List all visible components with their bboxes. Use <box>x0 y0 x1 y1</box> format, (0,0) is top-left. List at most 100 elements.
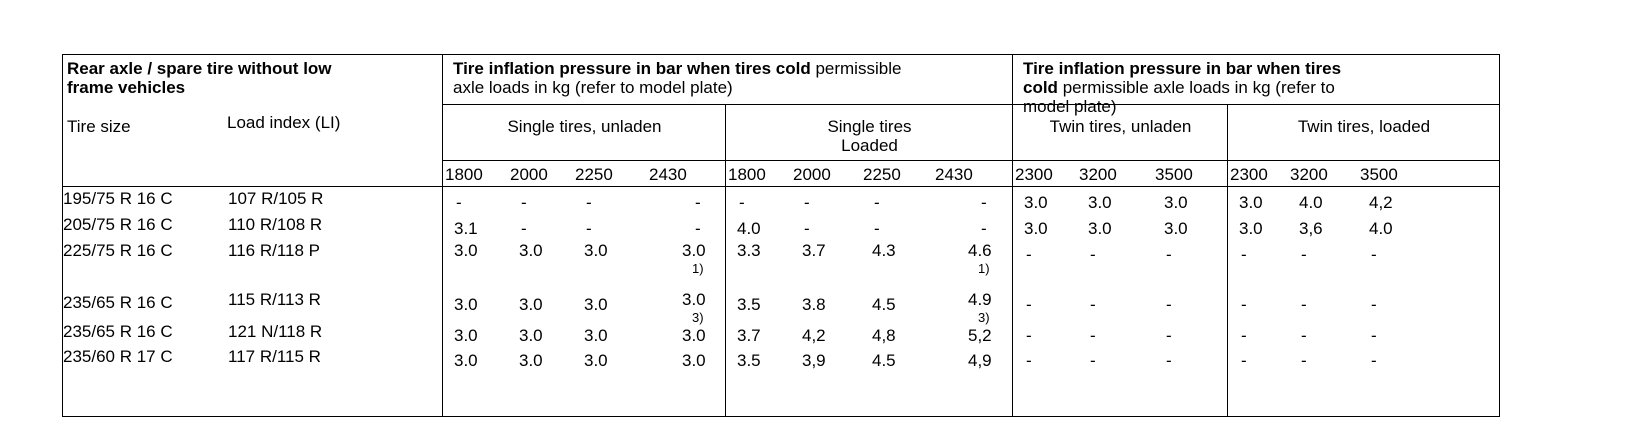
pressure-cell: - <box>1371 245 1377 264</box>
pressure-cell: 3.0 <box>682 326 706 345</box>
pressure-cell: - <box>1301 326 1307 345</box>
pressure-cell: 4.6 <box>968 241 992 260</box>
load-column-header: 3500 <box>1155 165 1193 184</box>
tire-size-header: Tire size <box>67 117 131 136</box>
load-index-cell: 117 R/115 R <box>228 347 321 366</box>
pressure-cell: 4.0 <box>1369 219 1393 238</box>
pressure-cell: 3.7 <box>802 241 826 260</box>
pressure-cell: 4.5 <box>872 351 896 370</box>
pressure-cell: 3.0 <box>584 326 608 345</box>
load-index-header: Load index (LI) <box>227 113 341 132</box>
pressure-cell: 3.5 <box>737 295 761 314</box>
pressure-cell: - <box>804 219 810 238</box>
single-loaded-header-1: Single tires <box>827 117 912 136</box>
col1-title-line2: frame vehicles <box>67 78 186 97</box>
pressure-cell: - <box>695 193 701 212</box>
pressure-cell: - <box>804 193 810 212</box>
pressure-cell: 3.0 <box>519 295 543 314</box>
single-loaded-header-2: Loaded <box>841 136 898 155</box>
pressure-cell: 4,9 <box>968 351 992 370</box>
load-column-header: 3200 <box>1290 165 1328 184</box>
pressure-cell: 4,2 <box>1369 193 1393 212</box>
pressure-cell: 3.3 <box>737 241 761 260</box>
pressure-cell: - <box>1166 295 1172 314</box>
pressure-cell: 4.0 <box>737 219 761 238</box>
load-column-header: 3200 <box>1079 165 1117 184</box>
twin-loaded-header: Twin tires, loaded <box>1297 117 1431 136</box>
tire-size-cell: 235/65 R 16 C <box>63 293 173 312</box>
pressure-cell: 3,9 <box>802 351 826 370</box>
pressure-cell: 3.0 <box>519 326 543 345</box>
divider-h3 <box>63 186 1499 187</box>
pressure-cell: 3.0 <box>454 351 478 370</box>
pressure-cell: 3.0 <box>682 351 706 370</box>
pressure-cell: - <box>586 193 592 212</box>
pressure-cell: 3.0 <box>584 295 608 314</box>
divider-v4 <box>1227 105 1228 416</box>
pressure-cell: 3.0 <box>584 351 608 370</box>
pressure-cell: 3.0 <box>454 241 478 260</box>
pressure-cell: - <box>981 193 987 212</box>
load-column-header: 1800 <box>728 165 766 184</box>
pressure-cell: - <box>739 193 745 212</box>
pressure-cell: - <box>1241 295 1247 314</box>
pressure-cell: 3.0 <box>584 241 608 260</box>
load-column-header: 2300 <box>1015 165 1053 184</box>
load-index-cell: 116 R/118 P <box>228 241 320 260</box>
pressure-cell: 3.0 <box>1088 219 1112 238</box>
twin-unladen-header: Twin tires, unladen <box>1049 117 1192 136</box>
pressure-cell: 4,8 <box>872 326 896 345</box>
pressure-cell: - <box>1090 351 1096 370</box>
pressure-cell: 3.1 <box>454 219 478 238</box>
pressure-cell: 4.0 <box>1299 193 1323 212</box>
pressure-cell: - <box>1301 245 1307 264</box>
pressure-cell: - <box>1166 351 1172 370</box>
pressure-cell: 3.0 <box>1024 219 1048 238</box>
pressure-cell: 3.0 <box>1164 219 1188 238</box>
pressure-cell: 3.0 <box>1239 193 1263 212</box>
footnote-marker: 1) <box>692 261 704 276</box>
pressure-cell: 3.0 <box>1024 193 1048 212</box>
pressure-cell: - <box>1026 295 1032 314</box>
pressure-cell: 3.5 <box>737 351 761 370</box>
pressure-cell: 3.7 <box>737 326 761 345</box>
pressure-cell: - <box>521 219 527 238</box>
pressure-cell: 3.0 <box>1088 193 1112 212</box>
pressure-cell: - <box>1241 351 1247 370</box>
pressure-cell: - <box>1026 245 1032 264</box>
col1-title-line1: Rear axle / spare tire without low <box>67 59 332 78</box>
pressure-cell: 3.0 <box>454 295 478 314</box>
divider-h2 <box>442 160 1499 161</box>
pressure-cell: - <box>1090 295 1096 314</box>
load-column-header: 3500 <box>1360 165 1398 184</box>
tire-pressure-table: Rear axle / spare tire without low frame… <box>62 54 1500 417</box>
pressure-cell: - <box>1090 245 1096 264</box>
pressure-cell: 3.0 <box>682 290 706 309</box>
pressure-cell: 3.0 <box>454 326 478 345</box>
pressure-cell: - <box>1371 351 1377 370</box>
load-index-cell: 107 R/105 R <box>228 189 324 208</box>
group1-header-bold: Tire inflation pressure in bar when tire… <box>453 59 811 78</box>
pressure-cell: 3.0 <box>519 351 543 370</box>
divider-v2 <box>1012 55 1013 416</box>
tire-size-cell: 195/75 R 16 C <box>63 189 173 208</box>
tire-size-cell: 205/75 R 16 C <box>63 215 173 234</box>
pressure-cell: - <box>1371 326 1377 345</box>
group2-header-rest: permissible axle loads in kg (refer to <box>1062 78 1335 97</box>
pressure-cell: 3.0 <box>682 241 706 260</box>
pressure-cell: - <box>1026 351 1032 370</box>
pressure-cell: - <box>1241 326 1247 345</box>
pressure-cell: - <box>1166 326 1172 345</box>
pressure-cell: - <box>586 219 592 238</box>
pressure-cell: - <box>1301 351 1307 370</box>
pressure-cell: - <box>1301 295 1307 314</box>
pressure-cell: - <box>874 219 880 238</box>
load-column-header: 1800 <box>445 165 483 184</box>
pressure-cell: 4.5 <box>872 295 896 314</box>
group2-header-line2: cold permissible axle loads in kg (refer… <box>1023 78 1335 97</box>
group1-header-line2: axle loads in kg (refer to model plate) <box>453 78 733 97</box>
pressure-cell: - <box>695 219 701 238</box>
group2-header-bold: cold <box>1023 78 1058 97</box>
group1-header-line1: Tire inflation pressure in bar when tire… <box>453 59 901 78</box>
pressure-cell: - <box>981 219 987 238</box>
